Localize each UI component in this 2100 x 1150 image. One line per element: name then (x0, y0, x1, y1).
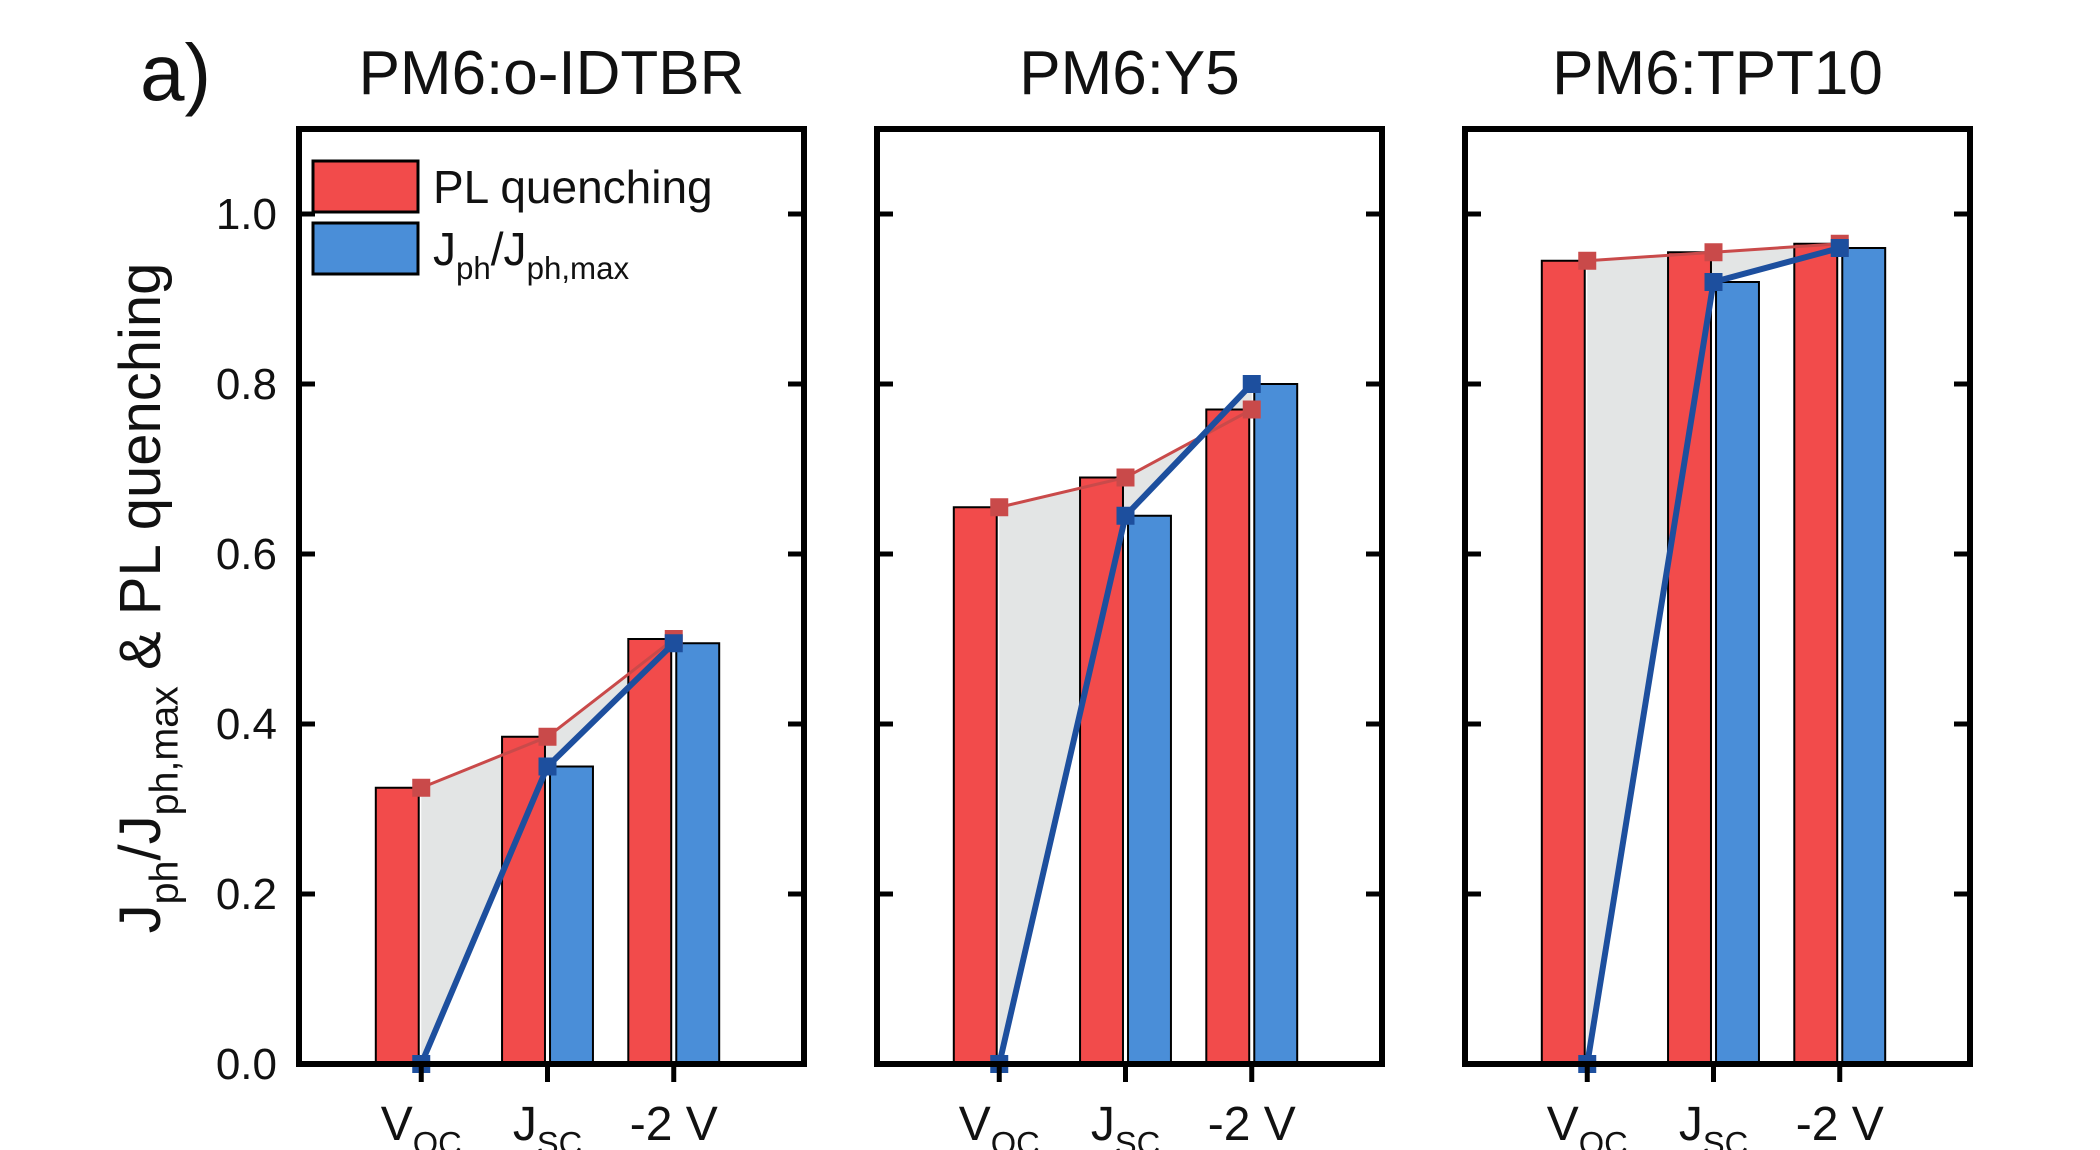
axes-frame (296, 126, 807, 1067)
text-part: V (1547, 1098, 1579, 1150)
y-tick-label: 0.8 (216, 360, 277, 409)
text-part: J (1091, 1098, 1115, 1150)
subscript: SC (537, 1124, 582, 1150)
legend-label: Jph/Jph,max (433, 223, 629, 286)
subscript: ph (142, 861, 186, 905)
y-tick-label: 0.4 (216, 700, 277, 749)
marker (538, 757, 557, 776)
bar (627, 638, 673, 1065)
subscript: ph,max (527, 251, 630, 286)
gap-area (1587, 243, 1840, 1064)
marker (1116, 506, 1135, 525)
axes-frame (1462, 126, 1973, 1067)
text-part: V (959, 1098, 991, 1150)
x-tick-label: JSC (513, 1098, 582, 1150)
marker (1704, 243, 1723, 262)
bar (1793, 242, 1839, 1065)
x-tick-label: JSC (1679, 1098, 1748, 1150)
marker (1704, 273, 1723, 291)
bar (1715, 281, 1760, 1065)
text-part: /J (491, 223, 527, 275)
marker (990, 498, 1009, 517)
text-part: J (108, 904, 173, 933)
marker (664, 634, 683, 653)
text-part: & PL quenching (108, 263, 173, 687)
text-part: J (1679, 1098, 1703, 1150)
panel-title: PM6:Y5 (1019, 39, 1240, 108)
bar (549, 765, 594, 1065)
x-tick-label: -2 V (1208, 1098, 1296, 1150)
x-tick-label: JSC (1091, 1098, 1160, 1150)
bar (1127, 514, 1172, 1065)
subscript: SC (1115, 1124, 1160, 1150)
gap-area (999, 384, 1252, 1064)
bar (1205, 408, 1251, 1065)
x-tick-label: -2 V (630, 1098, 718, 1150)
panel-label: a) (140, 28, 211, 117)
text-part: J (433, 223, 456, 275)
subscript: OC (413, 1124, 462, 1150)
marker (1116, 468, 1135, 487)
x-tick-label: VOC (1547, 1098, 1628, 1150)
subscript: SC (1703, 1124, 1748, 1150)
marker (1242, 375, 1261, 393)
subscript: ph,max (142, 686, 186, 816)
bar (1841, 247, 1887, 1065)
marker (1830, 239, 1849, 257)
legend-swatch (311, 159, 420, 214)
y-axis-label: Jph/Jph,max & PL quenching (108, 263, 186, 934)
y-tick-label: 0.0 (216, 1040, 277, 1089)
marker (1578, 251, 1597, 270)
panel-title: PM6:o-IDTBR (359, 39, 745, 108)
subscript: OC (991, 1124, 1040, 1150)
y-tick-label: 0.2 (216, 870, 277, 919)
y-tick-label: 1.0 (216, 190, 277, 239)
marker (412, 778, 431, 797)
bar (1079, 476, 1124, 1065)
subscript: OC (1579, 1124, 1628, 1150)
legend-label: PL quenching (433, 161, 713, 213)
legend-swatch (311, 221, 420, 276)
text-part: V (381, 1098, 413, 1150)
bar (1540, 259, 1586, 1065)
bar (1667, 251, 1712, 1065)
marker (1242, 400, 1261, 419)
y-tick-label: 0.6 (216, 530, 277, 579)
x-tick-label: VOC (959, 1098, 1040, 1150)
bar (675, 642, 721, 1065)
text-part: /J (108, 815, 173, 860)
bar (1253, 383, 1299, 1065)
axes-frame (874, 126, 1385, 1067)
subscript: ph (456, 251, 491, 286)
x-tick-label: -2 V (1796, 1098, 1884, 1150)
text-part: J (513, 1098, 537, 1150)
x-tick-label: VOC (381, 1098, 462, 1150)
marker (538, 727, 557, 746)
panel-title: PM6:TPT10 (1552, 39, 1883, 108)
bar (374, 786, 420, 1065)
gap-area (421, 639, 674, 1064)
bar (952, 506, 998, 1065)
